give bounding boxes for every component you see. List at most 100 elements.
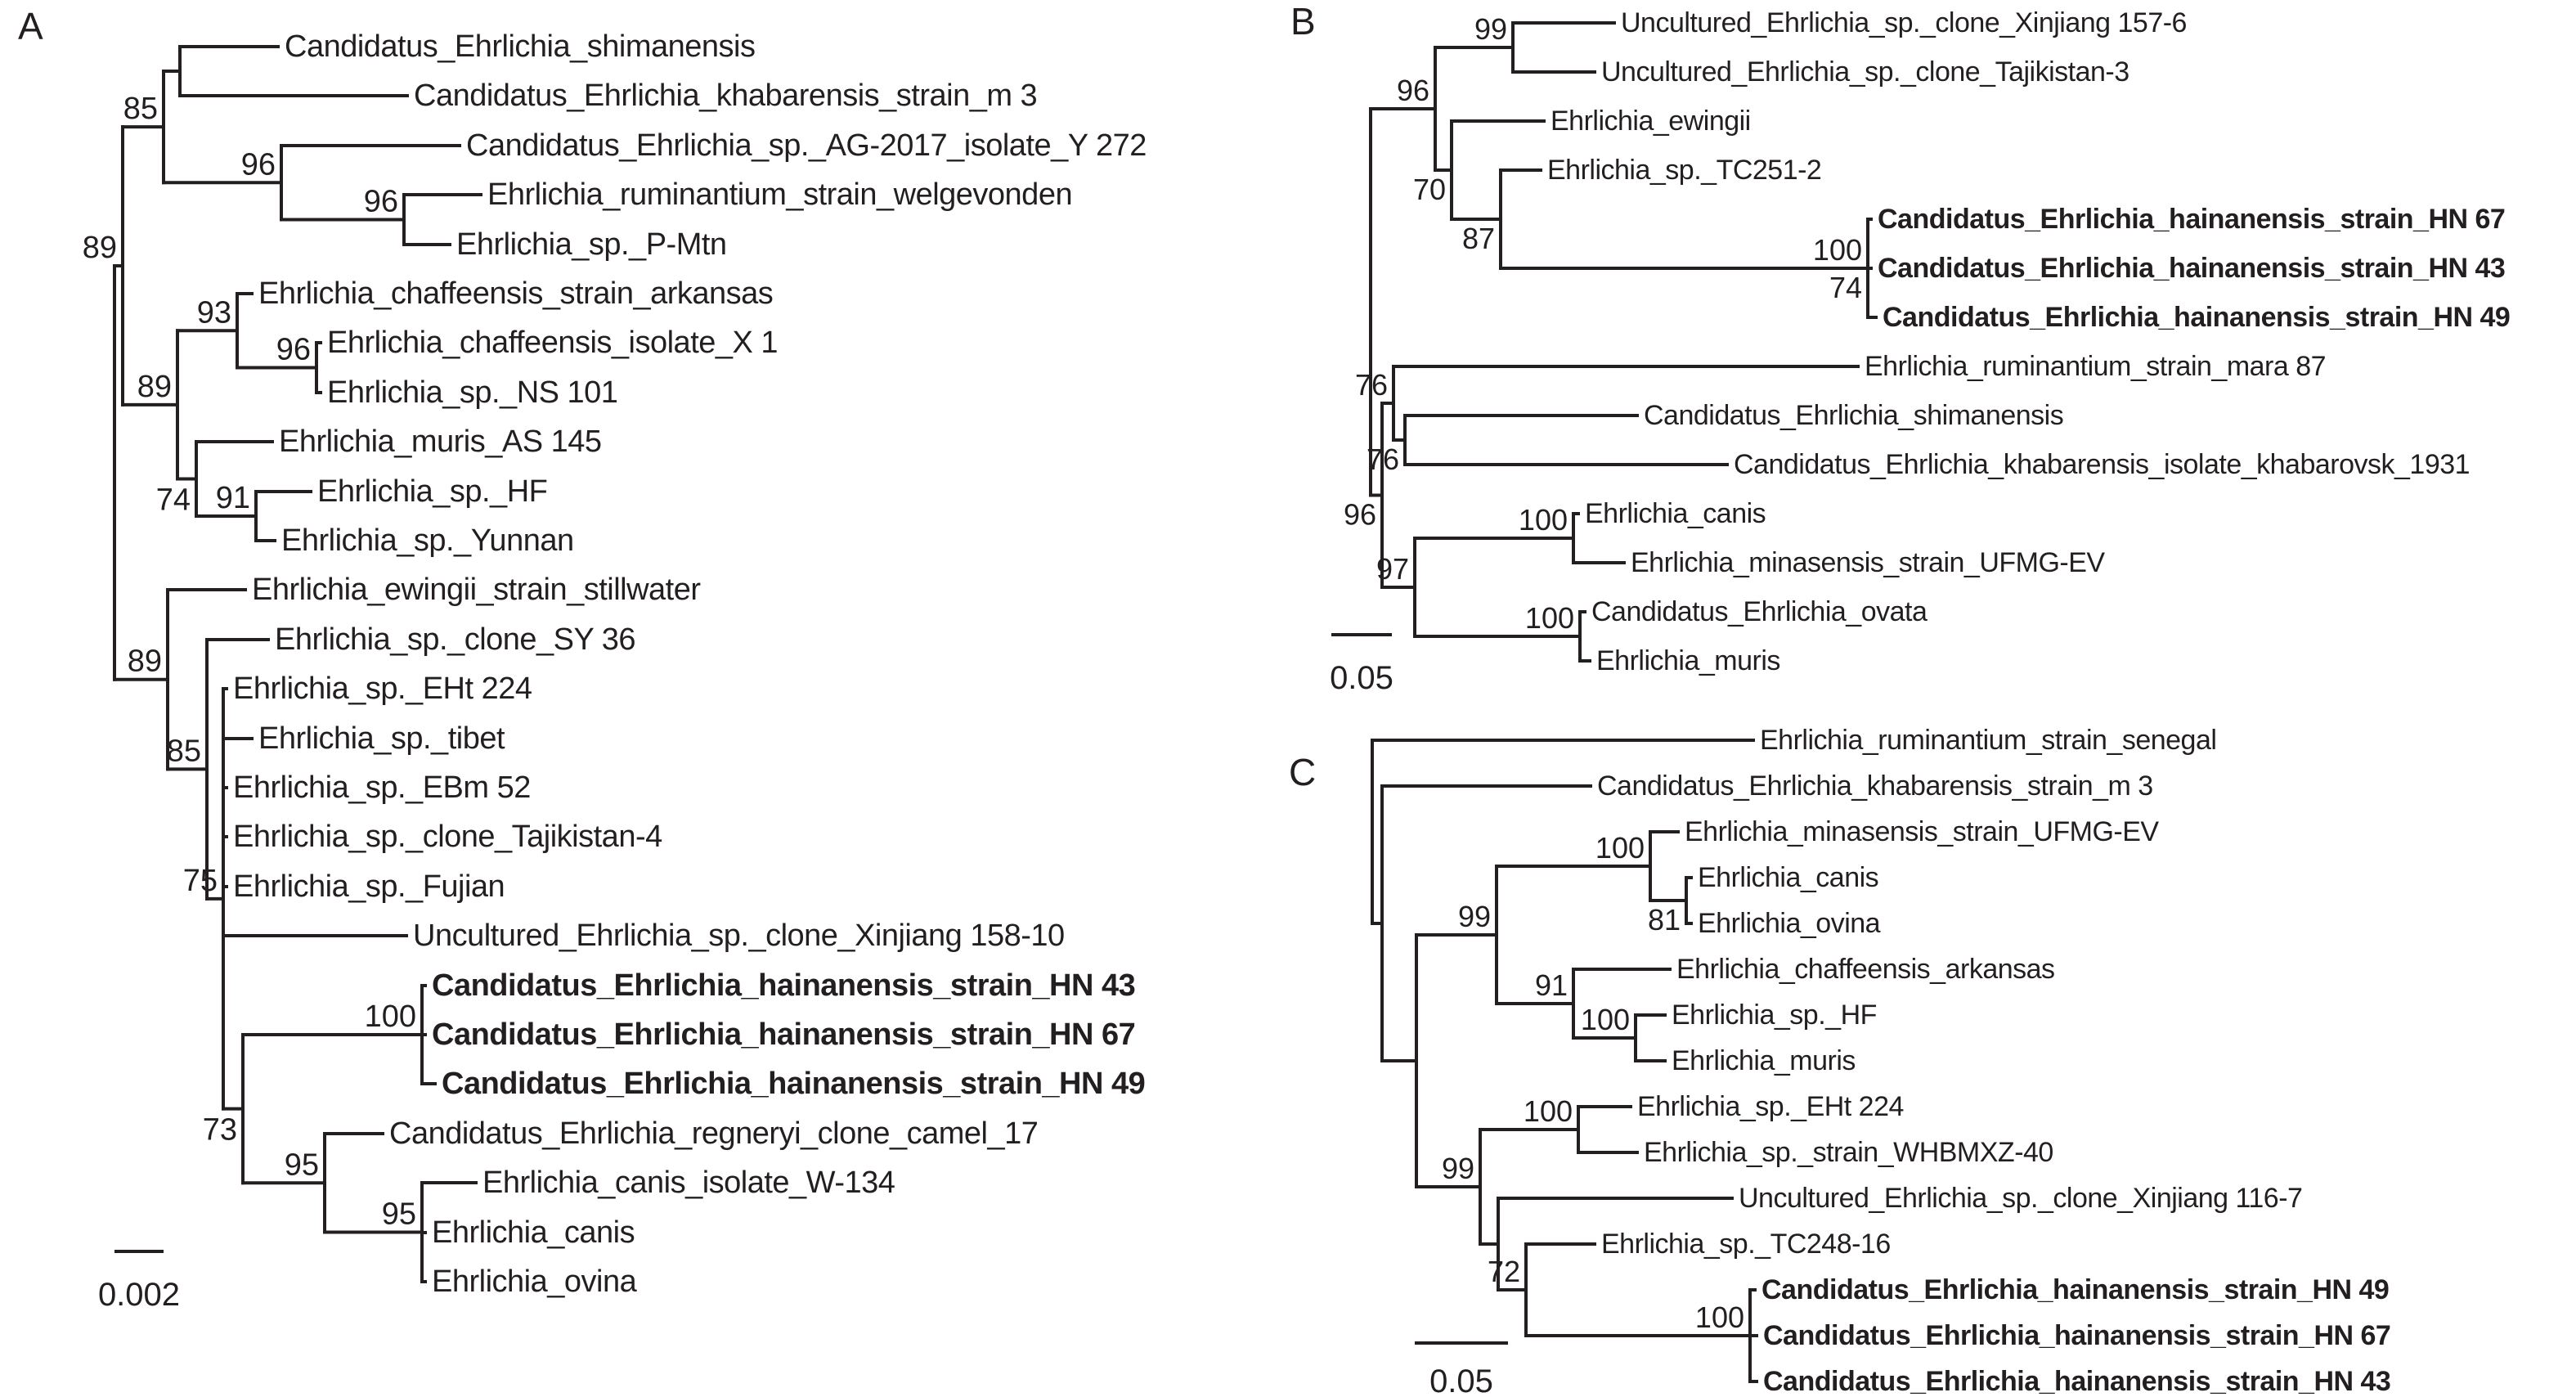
taxon-label: Candidatus_Ehrlichia_shimanensis <box>1644 400 2063 431</box>
taxon-label: Candidatus_Ehrlichia_hainanensis_strain_… <box>432 968 1135 1003</box>
bootstrap-value: 99 <box>1442 1152 1474 1185</box>
taxon-label: Ehrlichia_ruminantium_strain_welgevonden <box>487 177 1072 212</box>
taxon-label: Ehrlichia_sp._TC251-2 <box>1547 155 1821 186</box>
taxon-label: Ehrlichia_muris <box>1672 1045 1856 1076</box>
taxon-label: Ehrlichia_sp._strain_WHBMXZ-40 <box>1644 1137 2053 1168</box>
taxon-label: Ehrlichia_muris <box>1596 645 1780 676</box>
bootstrap-value: 95 <box>382 1197 416 1232</box>
bootstrap-value: 100 <box>1525 601 1574 635</box>
bootstrap-value: 91 <box>1535 968 1568 1002</box>
taxon-label: Ehrlichia_sp._NS 101 <box>327 375 617 410</box>
taxon-label: Candidatus_Ehrlichia_hainanensis_strain_… <box>1883 302 2510 333</box>
bootstrap-value: 100 <box>1813 233 1862 267</box>
bootstrap-value: 89 <box>83 231 117 265</box>
bootstrap-value: 100 <box>1524 1094 1573 1128</box>
taxon-label: Ehrlichia_canis <box>1585 498 1766 529</box>
taxon-label: Ehrlichia_chaffeensis_strain_arkansas <box>258 276 773 311</box>
bootstrap-value: 89 <box>137 370 172 404</box>
bootstrap-value: 93 <box>197 295 231 330</box>
taxon-label: Ehrlichia_minasensis_strain_UFMG-EV <box>1631 547 2105 578</box>
taxon-label: Ehrlichia_sp._Yunnan <box>281 523 574 558</box>
taxon-label: Ehrlichia_ovina <box>432 1264 638 1299</box>
bootstrap-value: 96 <box>1344 498 1376 532</box>
taxon-label: Ehrlichia_sp._EHt 224 <box>233 672 532 706</box>
bootstrap-value: 96 <box>1397 74 1429 107</box>
taxon-label: Candidatus_Ehrlichia_ovata <box>1591 596 1928 627</box>
taxon-label: Ehrlichia_muris_AS 145 <box>279 424 602 459</box>
taxon-label: Candidatus_Ehrlichia_hainanensis_strain_… <box>1763 1366 2390 1397</box>
panel-letter-C: C <box>1289 751 1316 793</box>
bootstrap-value: 72 <box>1488 1255 1520 1288</box>
taxon-label: Ehrlichia_sp._HF <box>317 474 547 509</box>
bootstrap-value: 74 <box>1829 271 1862 304</box>
taxon-label: Candidatus_Ehrlichia_hainanensis_strain_… <box>432 1017 1135 1052</box>
taxon-label: Candidatus_Ehrlichia_regneryi_clone_came… <box>389 1116 1038 1151</box>
taxon-label: Uncultured_Ehrlichia_sp._clone_Tajikista… <box>1601 56 2129 88</box>
taxon-label: Ehrlichia_sp._EHt 224 <box>1637 1091 1904 1122</box>
taxon-label: Candidatus_Ehrlichia_sp._AG-2017_isolate… <box>466 128 1147 163</box>
taxon-label: Candidatus_Ehrlichia_hainanensis_strain_… <box>1878 253 2505 284</box>
taxon-label: Candidatus_Ehrlichia_hainanensis_strain_… <box>1763 1320 2390 1351</box>
taxon-label: Ehrlichia_sp._HF <box>1672 999 1877 1031</box>
taxon-label: Ehrlichia_minasensis_strain_UFMG-EV <box>1685 816 2159 847</box>
bootstrap-value: 100 <box>1695 1300 1744 1334</box>
taxon-label: Ehrlichia_sp._TC248-16 <box>1601 1229 1891 1260</box>
taxon-label: Candidatus_Ehrlichia_khabarensis_strain_… <box>414 79 1037 113</box>
bootstrap-value: 99 <box>1474 12 1507 46</box>
bootstrap-value: 100 <box>1519 503 1568 537</box>
bootstrap-value: 89 <box>128 645 162 679</box>
taxon-label: Ehrlichia_ewingii <box>1551 106 1751 137</box>
panel-letter-B: B <box>1290 0 1316 43</box>
bootstrap-value: 75 <box>183 864 218 898</box>
scale-bar-label-B: 0.05 <box>1330 660 1393 696</box>
taxon-label: Ehrlichia_sp._clone_SY 36 <box>275 622 635 657</box>
taxon-label: Candidatus_Ehrlichia_hainanensis_strain_… <box>1878 204 2505 235</box>
bootstrap-value: 100 <box>365 999 416 1034</box>
taxon-label: Candidatus_Ehrlichia_hainanensis_strain_… <box>1761 1274 2389 1305</box>
taxon-label: Ehrlichia_chaffeensis_arkansas <box>1676 954 2055 985</box>
taxon-label: Ehrlichia_canis <box>1698 862 1878 893</box>
bootstrap-value: 87 <box>1462 222 1495 255</box>
bootstrap-value: 96 <box>241 147 276 182</box>
taxon-label: Ehrlichia_ovina <box>1698 908 1881 939</box>
taxon-label: Ehrlichia_chaffeensis_isolate_X 1 <box>327 326 778 360</box>
taxon-label: Uncultured_Ehrlichia_sp._clone_Xinjiang … <box>1621 7 2187 38</box>
taxon-label: Uncultured_Ehrlichia_sp._clone_Xinjiang … <box>1739 1183 2302 1214</box>
bootstrap-value: 91 <box>216 481 250 515</box>
panel-letter-A: A <box>18 5 43 47</box>
bootstrap-value: 70 <box>1413 173 1446 206</box>
bootstrap-value: 81 <box>1648 903 1681 937</box>
taxon-label: Ehrlichia_sp._EBm 52 <box>233 770 531 805</box>
taxon-label: Ehrlichia_sp._Fujian <box>233 869 505 904</box>
bootstrap-value: 96 <box>364 185 398 219</box>
taxon-label: Uncultured_Ehrlichia_sp._clone_Xinjiang … <box>413 919 1065 953</box>
taxon-label: Ehrlichia_sp._tibet <box>258 721 505 756</box>
taxon-label: Candidatus_Ehrlichia_khabarensis_strain_… <box>1597 770 2153 802</box>
taxon-label: Candidatus_Ehrlichia_khabarensis_isolate… <box>1734 449 2470 480</box>
taxon-label: Candidatus_Ehrlichia_hainanensis_strain_… <box>442 1067 1145 1101</box>
taxon-label: Ehrlichia_ewingii_strain_stillwater <box>252 573 701 607</box>
bootstrap-value: 73 <box>203 1113 237 1148</box>
bootstrap-value: 100 <box>1581 1003 1630 1036</box>
taxon-label: Candidatus_Ehrlichia_shimanensis <box>285 29 755 64</box>
taxon-label: Ehrlichia_canis <box>432 1215 635 1250</box>
panel-A: A 0.002 Candidatus_Ehrlichia_shimanensis Ca… <box>18 5 1147 1313</box>
panel-B: B 0.05 Uncultured_Ehrlichia_sp._clone_Xinj… <box>1290 0 2511 696</box>
bootstrap-value: 99 <box>1458 900 1491 933</box>
taxon-label: Ehrlichia_sp._P-Mtn <box>456 227 727 262</box>
bootstrap-value: 96 <box>276 333 311 367</box>
bootstrap-value: 85 <box>123 92 158 126</box>
scale-bar-label-A: 0.002 <box>98 1277 180 1313</box>
bootstrap-value: 85 <box>167 734 201 768</box>
bootstrap-value: 95 <box>285 1148 319 1182</box>
taxon-label: Ehrlichia_canis_isolate_W-134 <box>482 1166 895 1200</box>
scale-bar-label-C: 0.05 <box>1429 1363 1493 1397</box>
taxon-label: Ehrlichia_ruminantium_strain_mara 87 <box>1865 351 2326 382</box>
taxon-label: Ehrlichia_ruminantium_strain_senegal <box>1760 725 2216 756</box>
bootstrap-value: 100 <box>1595 831 1645 865</box>
panel-C: C 0.05 Ehrlichia_ruminantium_strain_senega… <box>1289 725 2391 1397</box>
bootstrap-value: 74 <box>156 483 191 518</box>
taxon-label: Ehrlichia_sp._clone_Tajikistan-4 <box>233 820 662 854</box>
